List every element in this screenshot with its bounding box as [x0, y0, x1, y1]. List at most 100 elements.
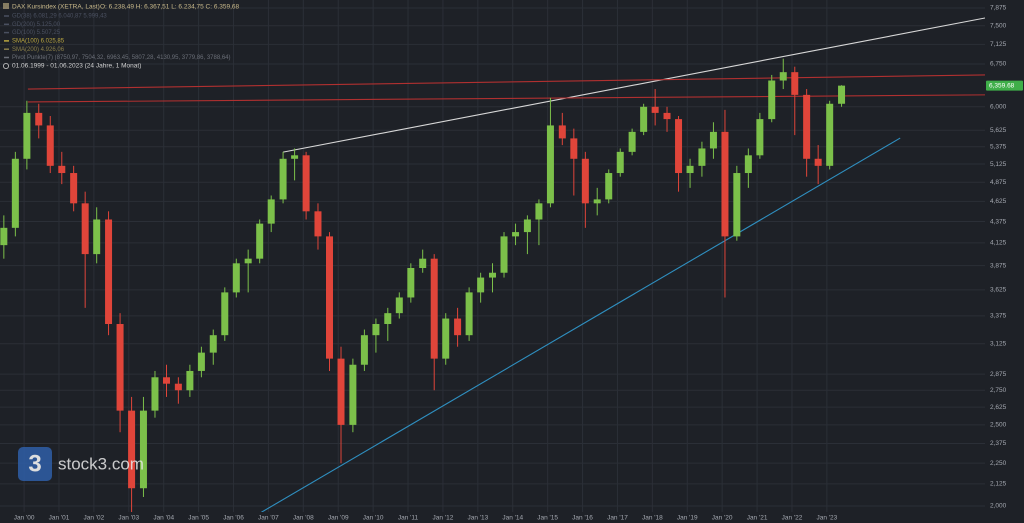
candle-body: [349, 364, 357, 425]
candle-body: [256, 223, 264, 259]
candle-body: [593, 199, 601, 204]
watermark-text: stock3.com: [58, 454, 144, 473]
candle-body: [616, 151, 624, 174]
x-tick-label: Jan '11: [398, 515, 419, 522]
candle-body: [70, 173, 78, 204]
candle-body: [46, 125, 54, 166]
candle-body: [291, 155, 299, 159]
candle-body: [640, 106, 648, 132]
candle-body: [512, 232, 520, 237]
candle-body: [116, 324, 124, 411]
x-tick-label: Jan '22: [782, 515, 803, 522]
candle-body: [628, 131, 636, 152]
candle-body: [128, 410, 136, 489]
x-tick-label: Jan '12: [433, 515, 454, 522]
x-tick-label: Jan '20: [712, 515, 733, 522]
y-tick-label: 3,875: [990, 262, 1007, 269]
candle-body: [675, 119, 683, 174]
trendlines: [27, 17, 985, 512]
y-tick-label: 4,375: [990, 218, 1007, 225]
candle-body: [581, 158, 589, 204]
candle-body: [477, 277, 485, 293]
last-price-label: 6,359.68: [989, 82, 1015, 89]
candle-body: [209, 335, 217, 353]
candle-body: [803, 94, 811, 159]
indicator-text: Pivot Punkte(7) (8750,97, 7504,32, 6963,…: [12, 55, 231, 61]
candle-body: [35, 112, 43, 126]
x-tick-label: Jan '18: [642, 515, 663, 522]
candle-body: [197, 352, 205, 371]
x-tick-label: Jan '13: [467, 515, 488, 522]
candle-body: [430, 258, 438, 359]
candle-body: [721, 131, 729, 237]
candle-body: [93, 219, 101, 255]
watermark: 3 stock3.com: [18, 447, 144, 481]
y-tick-label: 5,375: [990, 143, 1007, 150]
indicator-text: SMA(200) 4.926,06: [12, 47, 65, 53]
x-tick-label: Jan '09: [328, 515, 349, 522]
y-tick-label: 4,625: [990, 198, 1007, 205]
candle-body: [407, 267, 415, 298]
y-tick-label: 2,750: [990, 387, 1007, 394]
watermark-logo: [18, 447, 52, 481]
candle-body: [419, 258, 427, 268]
y-tick-label: 4,125: [990, 240, 1007, 247]
y-tick-label: 3,375: [990, 313, 1007, 320]
candle-body: [709, 131, 717, 149]
candle-body: [186, 370, 194, 391]
candle-body: [605, 173, 613, 200]
y-tick-label: 7,875: [990, 5, 1007, 12]
x-tick-label: Jan '08: [293, 515, 314, 522]
y-tick-label: 2,000: [990, 503, 1007, 510]
x-tick-label: Jan '10: [363, 515, 384, 522]
x-tick-label: Jan '16: [572, 515, 593, 522]
header-icon: [3, 3, 9, 9]
candle-body: [826, 103, 834, 166]
candle-body: [698, 148, 706, 166]
candle-body: [779, 72, 787, 81]
period-text: 01.06.1999 - 01.06.2023 (24 Jahre, 1 Mon…: [12, 63, 141, 70]
candle-body: [756, 119, 764, 156]
indicator-text: GD(200) 5.125,00: [12, 22, 61, 28]
candle-body: [395, 297, 403, 314]
candle-body: [302, 155, 310, 212]
candle-body: [232, 263, 240, 293]
indicator-text: SMA(100) 6.025,85: [12, 38, 65, 44]
candle-body: [489, 272, 496, 278]
candle-body: [372, 324, 380, 336]
x-tick-label: Jan '15: [537, 515, 558, 522]
x-tick-label: Jan '19: [677, 515, 698, 522]
x-tick-label: Jan '14: [502, 515, 523, 522]
x-tick-label: Jan '01: [49, 515, 70, 522]
candle-body: [838, 85, 846, 104]
x-tick-label: Jan '23: [817, 515, 838, 522]
candle-body: [267, 199, 275, 224]
x-tick-label: Jan '21: [747, 515, 768, 522]
axes: 7,875 7,500 7,125 6,750 6,000 5,625 5,375 5,125…: [14, 5, 1023, 522]
candle-body: [686, 165, 694, 174]
candle-body: [221, 292, 229, 336]
candle-body: [58, 165, 66, 174]
candle-body: [814, 158, 822, 166]
trendline: [27, 74, 985, 90]
candle-body: [151, 377, 159, 411]
candle-body: [0, 227, 8, 246]
candle-body: [733, 173, 741, 237]
watermark-logo-glyph: 3: [28, 450, 41, 477]
candle-body: [360, 335, 368, 365]
candle-body: [279, 158, 287, 200]
y-tick-label: 7,125: [990, 41, 1007, 48]
candle-body: [663, 112, 671, 120]
candle-body: [174, 383, 182, 391]
x-tick-label: Jan '07: [258, 515, 279, 522]
x-tick-label: Jan '05: [188, 515, 209, 522]
period-icon: [3, 63, 9, 70]
y-tick-label: 3,125: [990, 341, 1007, 348]
trendline: [282, 17, 985, 153]
candle-body: [139, 410, 147, 489]
y-tick-label: 2,500: [990, 422, 1007, 429]
candle-body: [454, 318, 462, 336]
x-tick-label: Jan '02: [84, 515, 105, 522]
